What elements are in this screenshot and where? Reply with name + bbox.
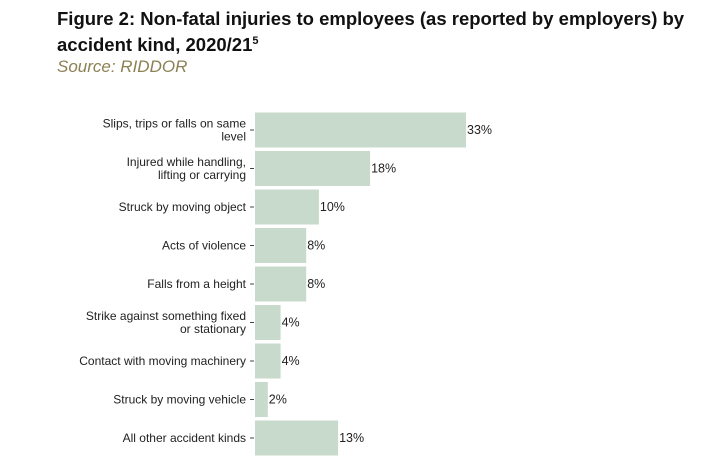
- category-label-7: Struck by moving vehicle: [113, 393, 246, 407]
- category-label-line: or stationary: [180, 322, 246, 336]
- value-label-5: 4%: [282, 316, 300, 330]
- bar-7: [255, 382, 268, 417]
- category-label-line: Slips, trips or falls on same: [103, 117, 247, 131]
- bar-1: [255, 151, 371, 186]
- category-label-line: Struck by moving object: [119, 200, 247, 214]
- value-label-4: 8%: [307, 277, 325, 291]
- chart-title: Figure 2: Non-fatal injuries to employee…: [57, 6, 717, 58]
- value-label-7: 2%: [269, 393, 287, 407]
- category-label-1: Injured while handling, lifting or carryi…: [127, 155, 246, 182]
- value-label-0: 33%: [467, 123, 492, 137]
- category-label-2: Struck by moving object: [119, 200, 247, 214]
- chart-title-text: Figure 2: Non-fatal injuries to employee…: [57, 8, 685, 55]
- value-label-3: 8%: [307, 239, 325, 253]
- bar-2: [255, 189, 319, 225]
- category-label-line: Strike against something fixed: [86, 309, 246, 323]
- category-label-line: Injured while handling,: [127, 155, 246, 169]
- bar-4: [255, 266, 307, 302]
- category-label-3: Acts of violence: [162, 239, 246, 253]
- bar-0: [255, 112, 466, 148]
- category-label-line: Struck by moving vehicle: [113, 393, 246, 407]
- category-label-8: All other accident kinds: [123, 431, 246, 445]
- category-label-line: Contact with moving machinery: [79, 354, 246, 368]
- value-label-8: 13%: [339, 431, 364, 445]
- category-label-line: lifting or carrying: [158, 168, 246, 182]
- bar-3: [255, 228, 307, 263]
- category-label-line: Acts of violence: [162, 239, 246, 253]
- value-label-2: 10%: [320, 200, 345, 214]
- category-label-4: Falls from a height: [147, 277, 246, 291]
- value-label-1: 18%: [371, 162, 396, 176]
- category-label-6: Contact with moving machinery: [79, 354, 246, 368]
- value-label-6: 4%: [282, 354, 300, 368]
- footnote-marker: 5: [252, 34, 259, 47]
- category-label-5: Strike against something fixed or station…: [86, 309, 246, 336]
- category-label-0: Slips, trips or falls on same level: [103, 117, 247, 144]
- bar-8: [255, 420, 339, 456]
- category-label-line: level: [221, 130, 246, 144]
- bar-6: [255, 343, 281, 379]
- category-label-line: All other accident kinds: [123, 431, 246, 445]
- bar-5: [255, 305, 281, 340]
- chart-source: Source: RIDDOR: [57, 57, 188, 76]
- category-label-line: Falls from a height: [147, 277, 246, 291]
